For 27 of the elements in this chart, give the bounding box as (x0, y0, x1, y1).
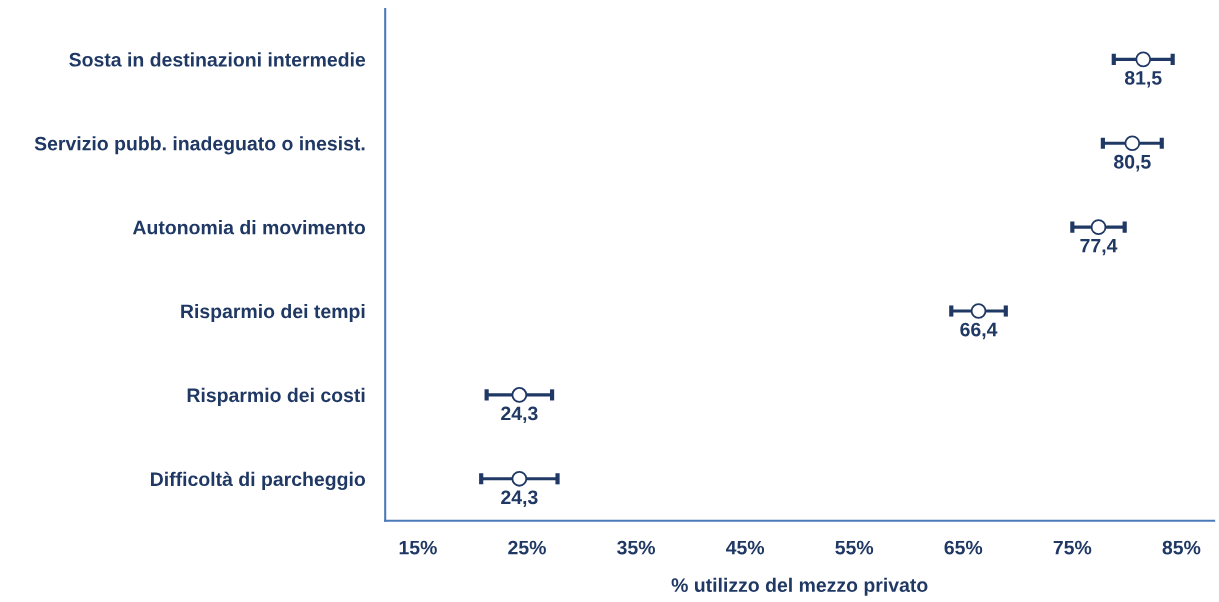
y-tick-label: Difficoltà di parcheggio (151, 471, 366, 491)
x-axis-title: % utilizzo del mezzo privato (671, 577, 928, 596)
point (1090, 219, 1107, 235)
y-tick-label: Sosta in destinazioni intermedie (69, 52, 366, 67)
y-tick-label: Risparmio dei tempi (181, 303, 365, 323)
x-tick-label: 15% (399, 540, 437, 555)
data-label: 80,5 (1114, 154, 1151, 172)
x-tick-label: 25% (508, 540, 546, 555)
x-tick-label: 75% (1053, 540, 1092, 555)
point (511, 387, 528, 403)
data-label: 66,4 (960, 322, 998, 340)
data-label: 24,3 (501, 406, 538, 424)
data-label: 24,3 (501, 490, 538, 507)
point (1135, 51, 1152, 68)
x-tick-label: 55% (835, 540, 874, 555)
point (1124, 135, 1141, 152)
point (511, 470, 528, 487)
x-tick-label: 65% (944, 540, 983, 555)
x-tick-label: 35% (617, 540, 656, 555)
y-tick-label: Servizio pubb. inadeguato o inesist. (34, 136, 365, 155)
y-tick-label: Autonomia di movimento (132, 220, 366, 235)
x-tick-label: 85% (1162, 540, 1201, 555)
data-label: 77,4 (1080, 238, 1118, 256)
y-tick-label: Risparmio dei costi (187, 387, 365, 406)
x-tick-label: 45% (725, 540, 765, 555)
point (970, 303, 987, 319)
data-label: 81,5 (1124, 70, 1162, 88)
